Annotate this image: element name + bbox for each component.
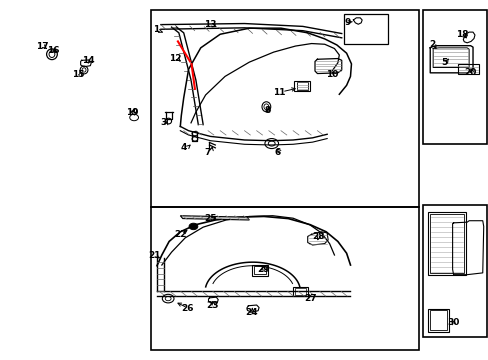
Text: 28: 28 (311, 232, 324, 241)
Text: 22: 22 (174, 230, 186, 239)
Text: 9: 9 (344, 18, 350, 27)
Bar (429, 214, 463, 273)
Text: 3: 3 (160, 118, 166, 127)
Text: 5: 5 (441, 58, 447, 67)
Text: 25: 25 (204, 214, 216, 223)
Text: 21: 21 (148, 251, 161, 260)
Text: 17: 17 (36, 41, 49, 50)
Text: 27: 27 (303, 294, 316, 303)
Bar (429, 310, 446, 330)
Bar (458, 64, 478, 73)
Bar (344, 14, 387, 44)
Text: 16: 16 (47, 46, 60, 55)
Text: 7: 7 (204, 148, 211, 157)
Text: 20: 20 (464, 68, 476, 77)
Text: 18: 18 (455, 30, 468, 39)
Bar (253, 266, 265, 274)
Bar (294, 288, 305, 295)
Text: 19: 19 (126, 108, 139, 117)
Text: 12: 12 (169, 54, 182, 63)
Text: 2: 2 (428, 40, 434, 49)
Text: 29: 29 (257, 265, 270, 274)
Bar (427, 212, 465, 275)
Bar (151, 10, 418, 207)
Bar (151, 207, 418, 350)
Text: 10: 10 (325, 70, 338, 79)
Bar (423, 10, 486, 144)
Text: 30: 30 (447, 318, 459, 327)
Bar (293, 81, 309, 91)
Bar (296, 82, 307, 90)
Polygon shape (180, 216, 249, 220)
Bar (292, 287, 307, 296)
Text: 1: 1 (153, 26, 159, 35)
Text: 8: 8 (264, 106, 270, 115)
Bar (423, 205, 486, 337)
Text: 24: 24 (245, 308, 258, 317)
Text: 6: 6 (274, 148, 280, 157)
Text: 4: 4 (180, 143, 186, 152)
Text: 15: 15 (72, 70, 84, 79)
Text: 26: 26 (181, 304, 193, 313)
Bar (251, 265, 267, 276)
Text: 14: 14 (81, 56, 94, 65)
Text: 13: 13 (204, 20, 216, 29)
Bar (427, 309, 448, 332)
Circle shape (189, 223, 198, 230)
Text: 11: 11 (273, 88, 285, 97)
Text: 23: 23 (206, 301, 219, 310)
